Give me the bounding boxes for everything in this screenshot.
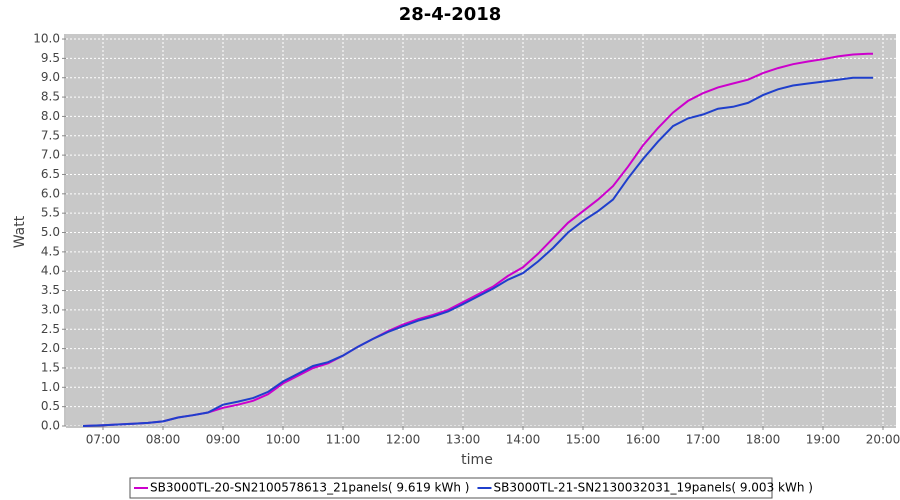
x-tick-label: 19:00 bbox=[806, 433, 841, 447]
x-tick-label: 10:00 bbox=[266, 433, 301, 447]
y-tick-label: 5.5 bbox=[41, 206, 60, 220]
y-tick-label: 3.0 bbox=[41, 302, 60, 316]
y-tick-label: 2.0 bbox=[41, 341, 60, 355]
x-tick-label: 15:00 bbox=[566, 433, 601, 447]
series-line bbox=[82, 52, 873, 427]
x-axis-label: time bbox=[461, 452, 493, 468]
y-tick-label: 9.5 bbox=[41, 51, 60, 65]
x-tick-label: 13:00 bbox=[446, 433, 481, 447]
y-tick-label: 6.5 bbox=[41, 167, 60, 181]
y-tick-label: 2.5 bbox=[41, 322, 60, 336]
y-tick-label: 8.0 bbox=[41, 109, 60, 123]
x-tick-label: 12:00 bbox=[386, 433, 421, 447]
y-tick-label: 5.0 bbox=[41, 225, 60, 239]
y-tick-label: 9.0 bbox=[41, 70, 60, 84]
x-tick-label: 20:00 bbox=[866, 433, 900, 447]
y-tick-label: 6.0 bbox=[41, 186, 60, 200]
x-tick-label: 09:00 bbox=[206, 433, 241, 447]
y-axis-label: Watt bbox=[12, 215, 28, 248]
chart-title: 28-4-2018 bbox=[399, 4, 502, 25]
series-line bbox=[82, 76, 873, 427]
legend-label: SB3000TL-21-SN2130032031_19panels( 9.003… bbox=[493, 481, 812, 495]
y-tick-label: 8.5 bbox=[41, 90, 60, 104]
x-tick-label: 11:00 bbox=[326, 433, 361, 447]
x-tick-label: 07:00 bbox=[86, 433, 121, 447]
legend-label: SB3000TL-20-SN2100578613_21panels( 9.619… bbox=[150, 481, 469, 495]
y-tick-label: 7.5 bbox=[41, 128, 60, 142]
x-tick-label: 08:00 bbox=[146, 433, 181, 447]
x-tick-label: 18:00 bbox=[746, 433, 781, 447]
x-tick-label: 16:00 bbox=[626, 433, 661, 447]
y-tick-label: 10.0 bbox=[33, 32, 60, 46]
y-tick-label: 4.0 bbox=[41, 264, 60, 278]
y-tick-label: 0.0 bbox=[41, 419, 60, 433]
y-tick-label: 4.5 bbox=[41, 244, 60, 258]
y-tick-label: 1.0 bbox=[41, 380, 60, 394]
x-tick-label: 17:00 bbox=[686, 433, 721, 447]
y-tick-label: 7.0 bbox=[41, 148, 60, 162]
y-tick-label: 3.5 bbox=[41, 283, 60, 297]
x-tick-label: 14:00 bbox=[506, 433, 541, 447]
y-tick-label: 0.5 bbox=[41, 399, 60, 413]
legend bbox=[129, 477, 773, 499]
y-tick-label: 1.5 bbox=[41, 360, 60, 374]
plot-area bbox=[66, 34, 896, 426]
